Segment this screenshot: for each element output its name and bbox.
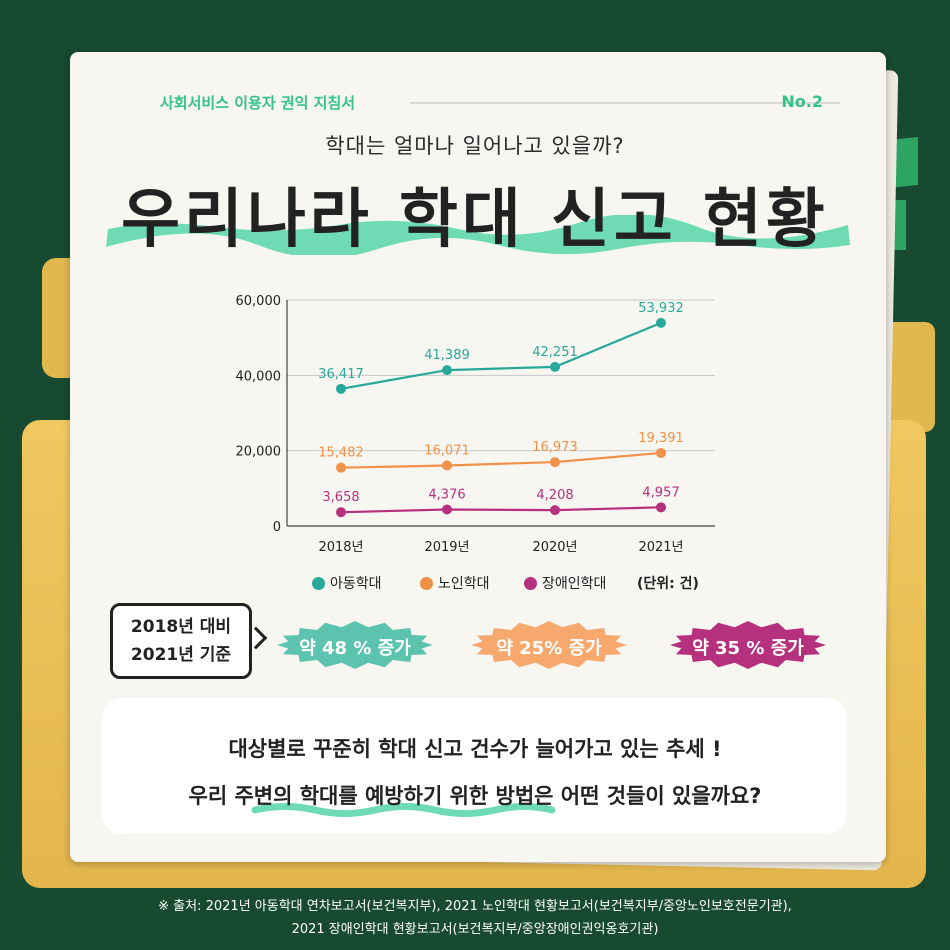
x-tick-label: 2020년 bbox=[532, 540, 577, 555]
data-point bbox=[656, 502, 666, 513]
data-label: 16,071 bbox=[424, 443, 470, 458]
y-tick-label: 20,000 bbox=[236, 445, 282, 460]
comparison-label: 2018년 대비 2021년 기준 bbox=[110, 603, 252, 679]
legend-label-disabled: 장애인학대 bbox=[542, 576, 607, 592]
y-tick-label: 0 bbox=[273, 520, 281, 535]
page-title: 우리나라 학대 신고 현황 bbox=[121, 183, 829, 257]
legend-item-elder: 노인학대 bbox=[420, 573, 490, 593]
data-label: 4,376 bbox=[428, 488, 465, 503]
data-label: 3,658 bbox=[322, 490, 359, 505]
data-label: 15,482 bbox=[318, 446, 364, 461]
legend-item-disabled: 장애인학대 bbox=[524, 573, 606, 593]
y-tick-label: 60,000 bbox=[236, 294, 282, 309]
data-point bbox=[336, 507, 346, 518]
data-label: 53,932 bbox=[638, 301, 684, 316]
callout-line-2: 우리 주변의 학대를 예방하기 위한 방법은 어떤 것들이 있을까요? bbox=[188, 784, 762, 808]
badge-elder bbox=[471, 621, 627, 669]
issue-number: No.2 bbox=[781, 92, 823, 111]
x-tick-label: 2019년 bbox=[424, 540, 469, 555]
legend-label-elder: 노인학대 bbox=[438, 576, 490, 592]
data-point bbox=[656, 447, 666, 458]
badge-disabled-text: 약 35 % 증가 bbox=[692, 638, 804, 659]
badge-child bbox=[277, 621, 433, 669]
data-label: 4,957 bbox=[642, 485, 679, 500]
series-line bbox=[340, 506, 662, 514]
header: 사회서비스 이용자 권익 지침서 No.2 bbox=[88, 92, 840, 114]
data-point bbox=[442, 460, 452, 471]
data-point bbox=[336, 462, 346, 473]
data-label: 36,417 bbox=[318, 367, 364, 382]
data-point bbox=[550, 457, 560, 468]
series-line bbox=[340, 451, 662, 469]
data-label: 16,973 bbox=[532, 440, 578, 455]
legend-item-child: 아동학대 bbox=[312, 573, 382, 593]
chart-legend: 아동학대 노인학대 장애인학대 (단위: 건) bbox=[312, 573, 732, 593]
data-label: 19,391 bbox=[638, 431, 684, 446]
data-point bbox=[442, 365, 452, 376]
data-point bbox=[442, 504, 452, 515]
x-tick-label: 2021년 bbox=[638, 540, 683, 555]
callout-line-1: 대상별로 꾸준히 학대 신고 건수가 늘어가고 있는 추세 ! bbox=[228, 737, 722, 761]
series-line bbox=[340, 321, 662, 390]
source-footer: ※ 출처: 2021년 아동학대 연차보고서(보건복지부), 2021 노인학대… bbox=[0, 895, 950, 941]
source-line-2: 2021 장애인학대 현황보고서(보건복지부/중앙장애인권익옹호기관) bbox=[291, 922, 659, 937]
callout-box bbox=[102, 698, 847, 834]
y-tick-label: 40,000 bbox=[236, 369, 282, 384]
data-label: 41,389 bbox=[424, 348, 470, 363]
comparison-line-2: 2021년 기준 bbox=[130, 645, 232, 665]
unit-label: (단위: 건) bbox=[637, 576, 699, 592]
badge-child-text: 약 48 % 증가 bbox=[299, 638, 411, 659]
legend-label-child: 아동학대 bbox=[330, 576, 382, 592]
legend-dot-child bbox=[312, 576, 325, 590]
badge-disabled bbox=[670, 621, 826, 669]
data-point bbox=[550, 361, 560, 372]
legend-dot-disabled bbox=[524, 576, 537, 590]
title-highlight bbox=[106, 215, 850, 255]
comparison-line-1: 2018년 대비 bbox=[130, 617, 232, 637]
badge-elder-text: 약 25% 증가 bbox=[496, 638, 602, 659]
x-tick-label: 2018년 bbox=[318, 540, 363, 555]
page-subtitle: 학대는 얼마나 일어나고 있을까? bbox=[325, 134, 625, 158]
data-point bbox=[336, 383, 346, 394]
data-label: 42,251 bbox=[532, 345, 578, 360]
source-line-1: ※ 출처: 2021년 아동학대 연차보고서(보건복지부), 2021 노인학대… bbox=[158, 899, 792, 914]
data-point bbox=[656, 317, 666, 328]
data-point bbox=[550, 505, 560, 516]
series-name: 사회서비스 이용자 권익 지침서 bbox=[160, 94, 356, 112]
header-divider bbox=[410, 102, 840, 104]
legend-dot-elder bbox=[420, 576, 433, 590]
data-label: 4,208 bbox=[536, 488, 573, 503]
